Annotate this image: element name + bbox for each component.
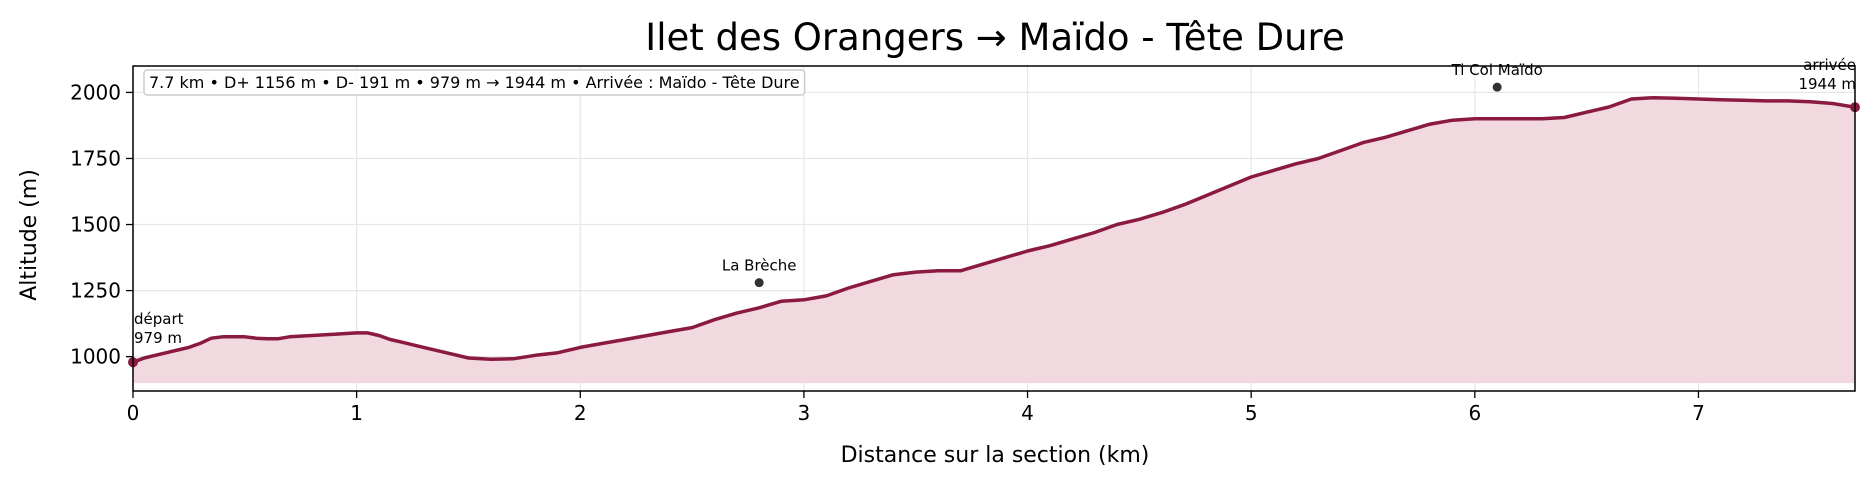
x-axis-label: Distance sur la section (km) bbox=[841, 443, 1150, 468]
x-tick-label: 0 bbox=[127, 401, 140, 425]
x-tick-label: 6 bbox=[1468, 401, 1481, 425]
y-tick-label: 2000 bbox=[70, 80, 121, 104]
x-tick-label: 4 bbox=[1021, 401, 1034, 425]
x-tick-label: 5 bbox=[1245, 401, 1258, 425]
axis-ticks: 0 1 2 3 4 5 6 7 1000 1250 1500 1750 2000 bbox=[70, 80, 1705, 425]
poi-label: Ti Col Maïdo bbox=[1451, 61, 1543, 79]
x-tick-label: 2 bbox=[574, 401, 587, 425]
x-tick-label: 7 bbox=[1692, 401, 1705, 425]
x-tick-label: 1 bbox=[350, 401, 363, 425]
endpoint-label: arrivée bbox=[1803, 56, 1856, 74]
chart-title: Ilet des Orangers → Maïdo - Tête Dure bbox=[645, 16, 1344, 59]
info-box: 7.7 km • D+ 1156 m • D- 191 m • 979 m → … bbox=[143, 69, 806, 96]
y-tick-label: 1750 bbox=[70, 146, 121, 170]
info-box-frame bbox=[143, 69, 806, 96]
plot-frame bbox=[132, 65, 1856, 392]
endpoint-label: départ bbox=[134, 310, 184, 328]
endpoint-altitude: 979 m bbox=[134, 329, 182, 347]
y-tick-label: 1500 bbox=[70, 213, 121, 237]
y-tick-label: 1000 bbox=[70, 345, 121, 369]
endpoint-altitude: 1944 m bbox=[1798, 75, 1856, 93]
elevation-area-fill bbox=[133, 97, 1855, 384]
elevation-line bbox=[132, 95, 1856, 364]
info-box-text: 7.7 km • D+ 1156 m • D- 191 m • 979 m → … bbox=[149, 73, 800, 92]
y-tick-label: 1250 bbox=[70, 279, 121, 303]
poi-label: La Brèche bbox=[722, 257, 797, 275]
poi-marker bbox=[754, 278, 764, 288]
x-tick-label: 3 bbox=[798, 401, 811, 425]
y-axis-label: Altitude (m) bbox=[17, 169, 42, 301]
poi-marker bbox=[1492, 82, 1502, 92]
